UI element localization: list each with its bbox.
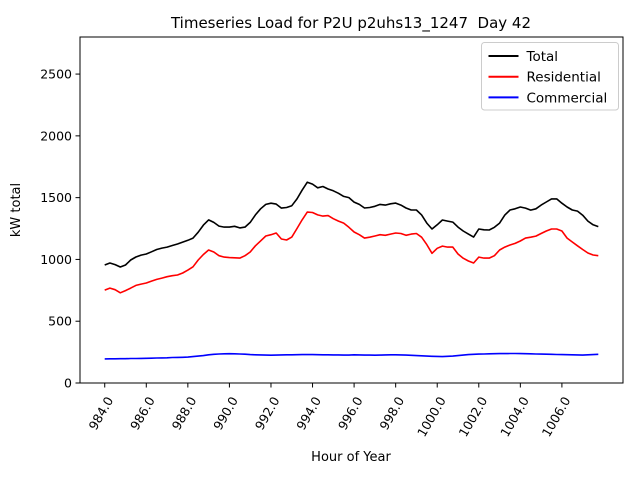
legend-label-total: Total	[526, 49, 559, 65]
legend: Total Residential Commercial	[481, 42, 619, 111]
x-tick-label: 1006.0	[539, 394, 574, 439]
y-tick-label: 1500	[40, 190, 72, 205]
x-tick-label: 984.0	[85, 394, 116, 433]
x-axis-label: Hour of Year	[311, 450, 391, 465]
x-tick-label: 986.0	[127, 394, 158, 433]
y-axis-label: kW total	[9, 183, 24, 237]
y-tick-label: 2000	[40, 128, 72, 143]
y-tick-label: 1000	[40, 252, 72, 267]
y-tick-label: 2500	[40, 67, 72, 82]
chart-title: Timeseries Load for P2U p2uhs13_1247 Day…	[170, 14, 531, 33]
series-line-residential	[104, 211, 599, 294]
legend-label-residential: Residential	[527, 70, 601, 86]
x-axis-ticks: 984.0 986.0 988.0 990.0 992.0 994.0 996.0 998.0…	[85, 383, 574, 439]
legend-box	[481, 42, 619, 111]
x-tick-label: 990.0	[210, 394, 241, 433]
series-lines	[104, 181, 599, 360]
x-tick-label: 996.0	[335, 394, 366, 433]
x-tick-label: 1000.0	[414, 394, 449, 439]
y-tick-label: 500	[48, 314, 72, 329]
x-tick-label: 992.0	[252, 394, 283, 433]
y-tick-label: 0	[64, 376, 72, 391]
plot-area	[79, 36, 624, 384]
x-tick-label: 998.0	[376, 394, 407, 433]
x-tick-label: 1002.0	[456, 394, 491, 439]
x-tick-label: 1004.0	[497, 394, 532, 439]
legend-label-commercial: Commercial	[527, 90, 608, 106]
series-line-total	[104, 181, 599, 268]
series-line-commercial	[104, 352, 599, 360]
y-axis-ticks: 0 500 1000 1500 2000 2500	[40, 67, 80, 391]
x-tick-label: 988.0	[169, 394, 200, 433]
x-tick-label: 994.0	[293, 394, 324, 433]
